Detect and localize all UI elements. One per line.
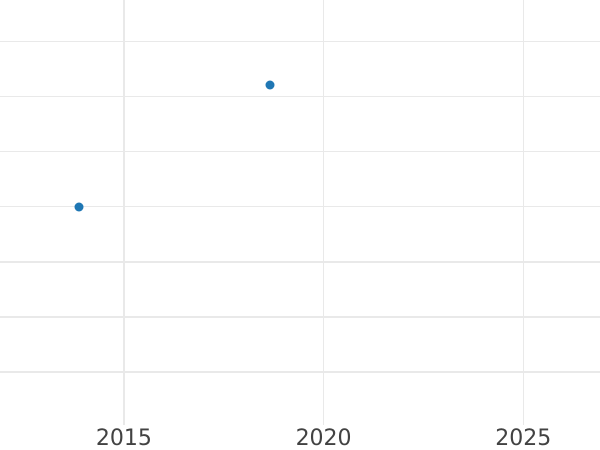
gridline-horizontal xyxy=(0,95,600,98)
x-tick-label-2025: 2025 xyxy=(495,426,552,450)
data-point xyxy=(74,202,84,212)
gridline-vertical xyxy=(522,0,524,425)
data-point xyxy=(265,80,275,90)
gridline-horizontal xyxy=(0,316,600,318)
plot-area xyxy=(0,0,600,425)
gridline-horizontal xyxy=(0,371,600,373)
gridline-horizontal xyxy=(0,40,600,43)
x-axis: 2015 2020 2025 xyxy=(0,425,600,450)
gridline-horizontal xyxy=(0,150,600,153)
gridline-vertical xyxy=(322,0,325,425)
gridline-horizontal xyxy=(0,206,600,208)
gridline-horizontal xyxy=(0,261,600,263)
x-tick-label-2020: 2020 xyxy=(295,426,352,450)
x-tick-label-2015: 2015 xyxy=(95,426,152,450)
gridline-vertical xyxy=(123,0,125,425)
